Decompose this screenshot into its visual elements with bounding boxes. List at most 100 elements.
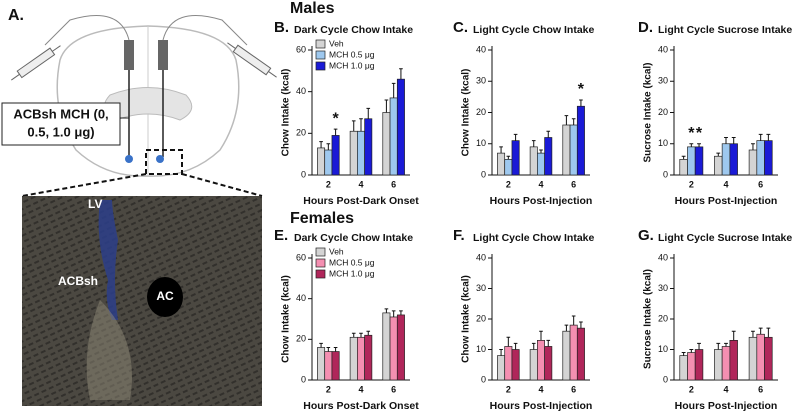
error-bar <box>531 342 536 350</box>
bar <box>497 152 506 176</box>
y-tick-label: 20 <box>296 128 306 138</box>
y-tick-label: 10 <box>658 344 668 354</box>
legend-swatch <box>315 39 326 49</box>
chart-title: Dark Cycle Chow Intake <box>294 232 413 244</box>
error-bar <box>319 141 323 148</box>
cannula <box>158 40 168 70</box>
bar <box>756 333 765 381</box>
bar <box>694 146 704 176</box>
section-label: Females <box>290 210 354 227</box>
bar <box>497 355 506 381</box>
bar <box>382 312 391 381</box>
panel-letter: A. <box>8 7 24 24</box>
tubing <box>162 15 248 46</box>
error-bar <box>697 342 701 350</box>
x-tick-label: 4 <box>723 384 728 394</box>
y-tick-label: 60 <box>296 252 306 262</box>
x-tick-label: 4 <box>538 179 543 189</box>
bar <box>331 135 340 176</box>
bar <box>324 351 333 381</box>
y-tick-label: 40 <box>296 86 306 96</box>
bar <box>389 97 398 176</box>
panel-letter: C. <box>453 19 468 36</box>
bar <box>679 355 688 381</box>
bar <box>349 130 358 176</box>
error-bar <box>539 330 543 341</box>
bar <box>576 327 585 381</box>
legend-label: MCH 0.5 μg <box>329 257 375 267</box>
bar <box>714 349 723 381</box>
legend-swatch <box>315 247 326 257</box>
x-tick-label: 6 <box>571 179 576 189</box>
bar <box>324 149 333 176</box>
error-bar <box>689 143 694 147</box>
chart-title: Light Cycle Chow Intake <box>473 232 595 244</box>
bar <box>317 347 326 381</box>
panel-letter: F. <box>453 227 465 244</box>
y-tick-label: 40 <box>476 44 486 54</box>
y-tick-label: 20 <box>476 313 486 323</box>
bar <box>748 336 758 381</box>
error-bar <box>351 120 356 132</box>
bar <box>562 330 571 381</box>
error-bar <box>333 346 338 352</box>
bar <box>382 112 391 176</box>
x-tick-label: 2 <box>689 384 694 394</box>
dye-spread <box>98 200 118 320</box>
y-tick-label: 0 <box>481 169 486 179</box>
zoom-line <box>21 173 147 197</box>
error-bar <box>499 349 503 356</box>
x-axis-label: Hours Post-Injection <box>675 400 778 412</box>
bar <box>544 137 553 176</box>
x-tick-label: 2 <box>689 179 694 189</box>
y-tick-label: 0 <box>663 169 668 179</box>
bar <box>529 349 538 381</box>
chart-title: Dark Cycle Chow Intake <box>294 24 413 36</box>
x-tick-label: 6 <box>571 384 576 394</box>
section-label: Males <box>290 0 335 17</box>
error-bar <box>689 349 694 353</box>
zoom-box <box>145 149 183 175</box>
legend-label: MCH 0.5 μg <box>329 49 375 59</box>
x-tick-label: 2 <box>506 384 511 394</box>
error-bar <box>751 330 755 338</box>
error-bar <box>391 82 396 98</box>
y-tick-label: 20 <box>658 313 668 323</box>
error-bar <box>758 133 763 141</box>
label-box <box>1 102 121 146</box>
bar <box>756 140 765 176</box>
bar <box>317 147 326 176</box>
treatment-label: ACBsh MCH (0, <box>13 106 108 121</box>
error-bar <box>326 346 331 352</box>
error-bar <box>359 118 363 132</box>
syringe <box>227 42 277 78</box>
error-bar <box>539 149 543 154</box>
legend-label: Veh <box>329 246 344 256</box>
y-tick-label: 0 <box>301 169 306 179</box>
panel-letter: G. <box>638 227 654 244</box>
x-tick-label: 6 <box>391 384 396 394</box>
x-tick-label: 4 <box>358 179 363 189</box>
histology-photo <box>22 196 262 406</box>
panel-letter: E. <box>274 227 288 244</box>
error-bar <box>724 137 728 144</box>
zoom-line <box>181 173 263 197</box>
bar <box>396 314 405 381</box>
chart-title: Light Cycle Sucrose Intake <box>658 232 792 244</box>
x-tick-label: 6 <box>758 179 763 189</box>
error-bar <box>513 133 518 141</box>
y-axis-label: Sucrose Intake (kcal) <box>643 269 654 369</box>
y-axis-label: Chow Intake (kcal) <box>281 275 292 363</box>
y-tick-label: 40 <box>296 293 306 303</box>
error-bar <box>697 143 701 147</box>
x-axis-label: Hours Post-Injection <box>675 195 778 207</box>
tubing <box>44 15 130 46</box>
bar <box>729 143 738 176</box>
error-bar <box>716 342 721 350</box>
error-bar <box>384 99 389 113</box>
y-tick-label: 20 <box>476 107 486 117</box>
bar <box>687 146 696 176</box>
error-bar <box>546 130 551 138</box>
bar <box>679 159 688 176</box>
